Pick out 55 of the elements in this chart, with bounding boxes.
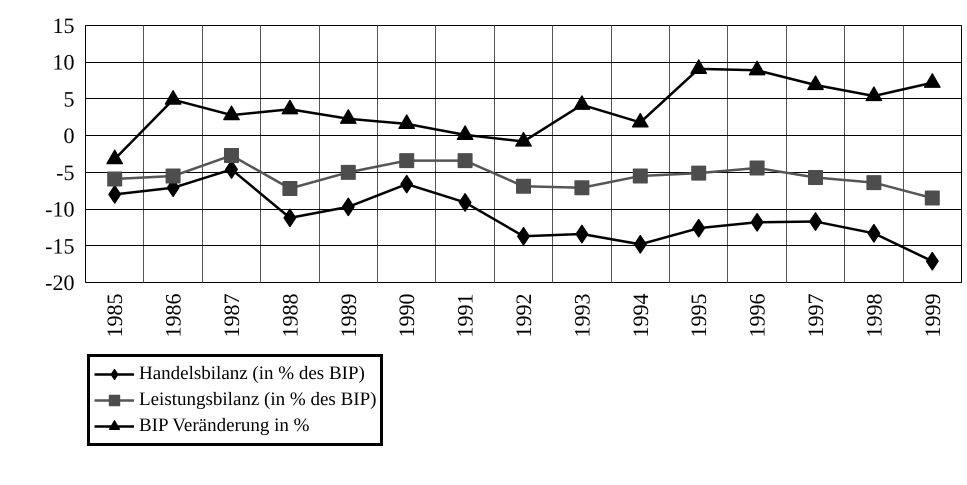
point xyxy=(281,99,298,114)
legend-label: BIP Veränderung in % xyxy=(139,414,310,438)
point xyxy=(866,175,882,190)
y-tick-label: 15 xyxy=(52,13,74,38)
x-tick-label: 1996 xyxy=(744,294,770,338)
point xyxy=(924,73,941,88)
y-tick-label: -20 xyxy=(45,270,74,295)
legend-label: Handelsbilanz (in % des BIP) xyxy=(139,362,365,386)
point xyxy=(224,148,239,163)
point xyxy=(808,170,823,185)
x-tick-label: 1999 xyxy=(920,294,945,338)
y-tick-label: -10 xyxy=(45,196,74,222)
point xyxy=(282,181,298,196)
point xyxy=(865,86,882,102)
point xyxy=(515,132,532,147)
legend-label: Leistungsbilanz (in % des BIP) xyxy=(139,388,376,412)
x-tick-label: 1989 xyxy=(336,294,361,338)
y-tick-label: -5 xyxy=(56,160,74,185)
point xyxy=(807,75,824,90)
point xyxy=(458,153,473,168)
point xyxy=(750,160,765,176)
point xyxy=(924,190,940,206)
x-tick-label: 1997 xyxy=(803,294,828,338)
point xyxy=(574,180,590,196)
point xyxy=(107,171,122,186)
point xyxy=(166,168,181,184)
x-tick-label: 1988 xyxy=(277,294,302,338)
x-tick-label: 1994 xyxy=(628,294,653,338)
x-tick-label: 1995 xyxy=(686,294,712,338)
point xyxy=(164,90,182,105)
point xyxy=(456,125,474,140)
x-tick-label: 1987 xyxy=(219,294,244,338)
point xyxy=(340,164,356,180)
y-tick-label: 10 xyxy=(52,50,74,75)
point xyxy=(691,166,706,181)
point xyxy=(748,60,766,76)
point xyxy=(516,178,531,194)
point xyxy=(340,109,357,124)
x-tick-label: 1991 xyxy=(452,294,478,338)
point xyxy=(573,95,590,110)
y-tick-label: 0 xyxy=(64,123,74,148)
point xyxy=(399,153,414,168)
x-tick-label: 1993 xyxy=(569,294,594,338)
x-tick-label: 1985 xyxy=(102,294,128,338)
point xyxy=(632,112,649,128)
y-tick-label: -15 xyxy=(45,233,74,258)
x-tick-label: 1990 xyxy=(394,294,420,338)
x-tick-label: 1998 xyxy=(861,294,886,338)
y-tick-label: 5 xyxy=(64,86,74,112)
point xyxy=(398,114,416,130)
point xyxy=(223,105,240,120)
point xyxy=(632,168,648,184)
x-tick-label: 1992 xyxy=(511,294,536,338)
point xyxy=(690,59,708,74)
x-tick-label: 1986 xyxy=(160,294,186,338)
